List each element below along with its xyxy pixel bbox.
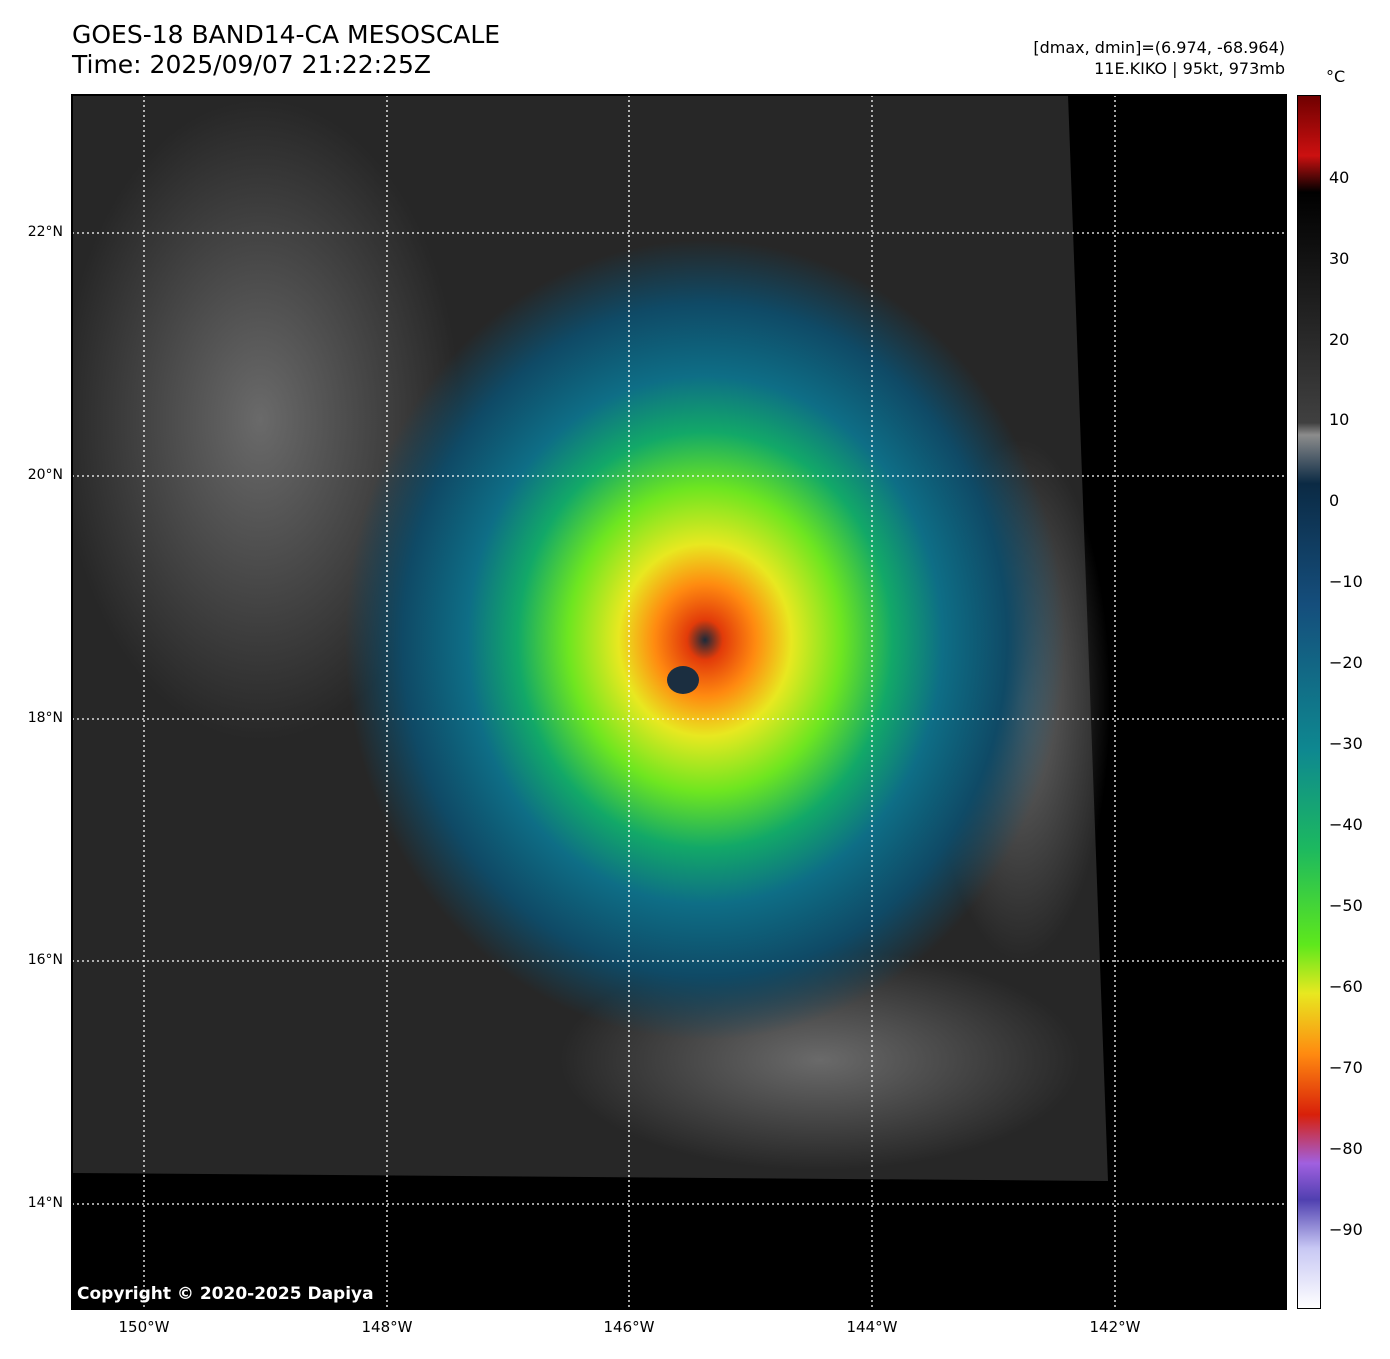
lon-label-144w: 144°W [846,1318,898,1336]
lon-label-146w: 146°W [603,1318,655,1336]
lat-label-16n: 16°N [27,952,63,968]
colorbar-tick: −30 [1329,734,1363,753]
copyright-notice: Copyright © 2020-2025 Dapiya [77,1284,374,1304]
lon-label-150w: 150°W [118,1318,170,1336]
colorbar-frame [1297,95,1321,1309]
plot-frame [71,94,1287,1310]
lat-lon-grid [72,95,1286,1309]
hurricane-eye [667,666,699,694]
info-line-2: 11E.KIKO | 95kt, 973mb [1094,59,1285,78]
title-line-1: GOES-18 BAND14-CA MESOSCALE [72,20,501,49]
lat-label-14n: 14°N [27,1195,63,1211]
colorbar-tick: −90 [1329,1220,1363,1239]
lat-label-18n: 18°N [27,710,63,726]
lat-label-22n: 22°N [27,224,63,240]
storm-info: [dmax, dmin]=(6.974, -68.964) 11E.KIKO |… [1033,37,1285,79]
lat-label-20n: 20°N [27,467,63,483]
colorbar-unit: °C [1326,67,1346,86]
colorbar-tick: −50 [1329,896,1363,915]
lon-label-142w: 142°W [1089,1318,1141,1336]
colorbar-tick: 10 [1329,410,1350,429]
colorbar-tick: 40 [1329,168,1350,187]
title-line-2: Time: 2025/09/07 21:22:25Z [72,50,431,79]
colorbar-gradient [1297,95,1321,1309]
colorbar-tick: −20 [1329,653,1363,672]
colorbar-tick: −70 [1329,1058,1363,1077]
colorbar-tick: −80 [1329,1139,1363,1158]
info-line-1: [dmax, dmin]=(6.974, -68.964) [1033,38,1285,57]
lon-label-148w: 148°W [361,1318,413,1336]
colorbar-tick: −10 [1329,572,1363,591]
colorbar-tick: 0 [1329,491,1340,510]
colorbar-tick: −60 [1329,977,1363,996]
colorbar-tick: 20 [1329,330,1350,349]
hurricane-cloud-shield [345,240,1065,1040]
colorbar-tick: 30 [1329,249,1350,268]
figure-title: GOES-18 BAND14-CA MESOSCALE Time: 2025/0… [72,20,500,80]
colorbar-tick: −40 [1329,815,1363,834]
